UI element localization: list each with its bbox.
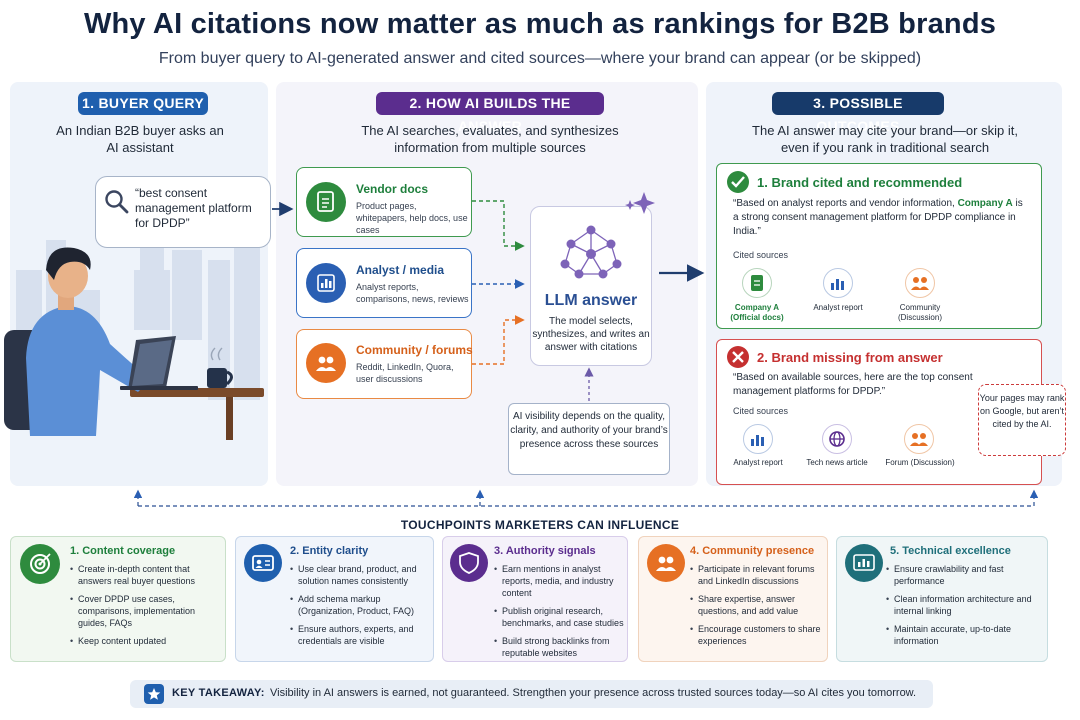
source-desc-analyst-media: Analyst reports, comparisons, news, revi… — [356, 282, 469, 304]
key-takeaway-label: KEY TAKEAWAY: — [172, 687, 265, 699]
x-icon — [727, 346, 749, 368]
stage-desc-buyer: An Indian B2B buyer asks an AI assistant — [56, 123, 224, 155]
cited-brand-name: Company A — [957, 198, 1013, 209]
people-icon — [647, 544, 685, 582]
outcome-cited-quote: “Based on analyst reports and vendor inf… — [733, 198, 1023, 237]
bar-chart-icon — [743, 424, 773, 454]
touchpoint-item: Create in-depth content that answers rea… — [70, 563, 220, 587]
star-icon — [144, 684, 164, 704]
missing-source-label: Analyst report — [733, 458, 783, 467]
touchpoint-item: Maintain accurate, up-to-date informatio… — [886, 623, 1042, 647]
page-title: Why AI citations now matter as much as r… — [83, 8, 997, 40]
key-takeaway-bar — [130, 680, 933, 708]
stage-pill-ai-answer: 2. HOW AI BUILDS THE ANSWER — [376, 92, 604, 134]
target-icon — [20, 544, 60, 584]
llm-answer-title: LLM answer — [544, 292, 638, 309]
stage-desc-outcomes: The AI answer may cite your brand—or ski… — [752, 123, 1018, 155]
missing-sources-label: Cited sources — [733, 406, 789, 416]
touchpoint-item: Encourage customers to share experiences — [690, 623, 824, 647]
arrow-community-to-llm — [472, 315, 525, 365]
touchpoint-list: Create in-depth content that answers rea… — [70, 563, 220, 653]
touchpoint-title: 5. Technical excellence — [890, 545, 1011, 557]
shield-icon — [450, 544, 488, 582]
touchpoint-item: Clean information architecture and inter… — [886, 593, 1042, 617]
outcome-cited-title: 1. Brand cited and recommended — [757, 175, 963, 190]
touchpoints-heading: TOUCHPOINTS MARKETERS CAN INFLUENCE — [400, 518, 680, 532]
outcome-missing-title: 2. Brand missing from answer — [757, 350, 943, 365]
cited-source-label: Analyst report — [813, 303, 863, 312]
touchpoint-item: Ensure authors, experts, and credentials… — [290, 623, 430, 647]
touchpoint-item: Publish original research, benchmarks, a… — [494, 605, 624, 629]
llm-answer-desc: The model selects, synthesizes, and writ… — [532, 316, 650, 353]
touchpoint-item: Participate in relevant forums and Linke… — [690, 563, 824, 587]
touchpoint-title: 4. Community presence — [690, 545, 815, 557]
touchpoint-list: Ensure crawlability and fast performance… — [886, 563, 1042, 653]
touchpoint-item: Earn mentions in analyst reports, media,… — [494, 563, 624, 599]
touchpoint-list: Participate in relevant forums and Linke… — [690, 563, 824, 653]
source-title-community: Community / forums — [356, 343, 473, 357]
query-bubble — [95, 176, 271, 248]
touchpoint-list: Earn mentions in analyst reports, media,… — [494, 563, 624, 665]
arrow-vendor-to-llm — [472, 200, 525, 251]
cited-sources-label: Cited sources — [733, 250, 789, 260]
search-icon — [105, 190, 129, 214]
touchpoint-item: Build strong backlinks from reputable we… — [494, 635, 624, 659]
cited-source-label: Company A (Official docs) — [730, 303, 784, 322]
neural-network-icon — [560, 225, 622, 279]
bar-chart-icon — [306, 263, 346, 303]
touchpoint-item: Keep content updated — [70, 635, 220, 647]
outcome-missing-quote: “Based on available sources, here are th… — [733, 372, 973, 397]
touchpoint-item: Use clear brand, product, and solution n… — [290, 563, 430, 587]
id-card-icon — [244, 544, 282, 582]
document-icon — [742, 268, 772, 298]
people-icon — [904, 424, 934, 454]
touchpoint-list: Use clear brand, product, and solution n… — [290, 563, 430, 653]
query-text: “best consent management platform for DP… — [135, 186, 252, 230]
ranking-not-cited-note: Your pages may rank on Google, but aren’… — [978, 384, 1066, 456]
outcome-brand-cited — [716, 163, 1042, 329]
touchpoint-item: Add schema markup (Organization, Product… — [290, 593, 430, 617]
bar-chart-icon — [823, 268, 853, 298]
touchpoint-item: Share expertise, answer questions, and a… — [690, 593, 824, 617]
source-title-vendor-docs: Vendor docs — [356, 182, 429, 196]
cited-source-label: Community (Discussion) — [897, 303, 942, 322]
touchpoint-title: 2. Entity clarity — [290, 545, 369, 557]
people-icon — [905, 268, 935, 298]
page-subtitle: From buyer query to AI-generated answer … — [158, 50, 922, 67]
check-icon — [727, 171, 749, 193]
stage-pill-outcomes: 3. POSSIBLE OUTCOMES — [772, 92, 944, 134]
ai-visibility-note: AI visibility depends on the quality, cl… — [508, 403, 670, 475]
source-title-analyst-media: Analyst / media — [356, 263, 445, 277]
key-takeaway-text: Visibility in AI answers is earned, not … — [270, 687, 917, 699]
stage-pill-buyer-query: 1. BUYER QUERY — [78, 92, 208, 115]
touchpoint-title: 3. Authority signals — [494, 545, 596, 557]
touchpoint-title: 1. Content coverage — [70, 545, 176, 557]
missing-source-label: Tech news article — [806, 458, 868, 467]
globe-icon — [822, 424, 852, 454]
analytics-icon — [845, 544, 883, 582]
missing-source-label: Forum (Discussion) — [885, 458, 955, 467]
stage-desc-ai: The AI searches, evaluates, and synthesi… — [361, 123, 619, 155]
buyer-at-laptop-illustration — [4, 247, 264, 440]
source-desc-vendor-docs: Product pages, whitepapers, help docs, u… — [356, 201, 468, 235]
sparkle-icon — [625, 192, 655, 214]
people-icon — [306, 343, 346, 383]
touchpoint-item: Ensure crawlability and fast performance — [886, 563, 1042, 587]
document-icon — [306, 182, 346, 222]
source-desc-community: Reddit, LinkedIn, Quora, user discussion… — [356, 362, 454, 384]
touchpoint-item: Cover DPDP use cases, comparisons, imple… — [70, 593, 220, 629]
